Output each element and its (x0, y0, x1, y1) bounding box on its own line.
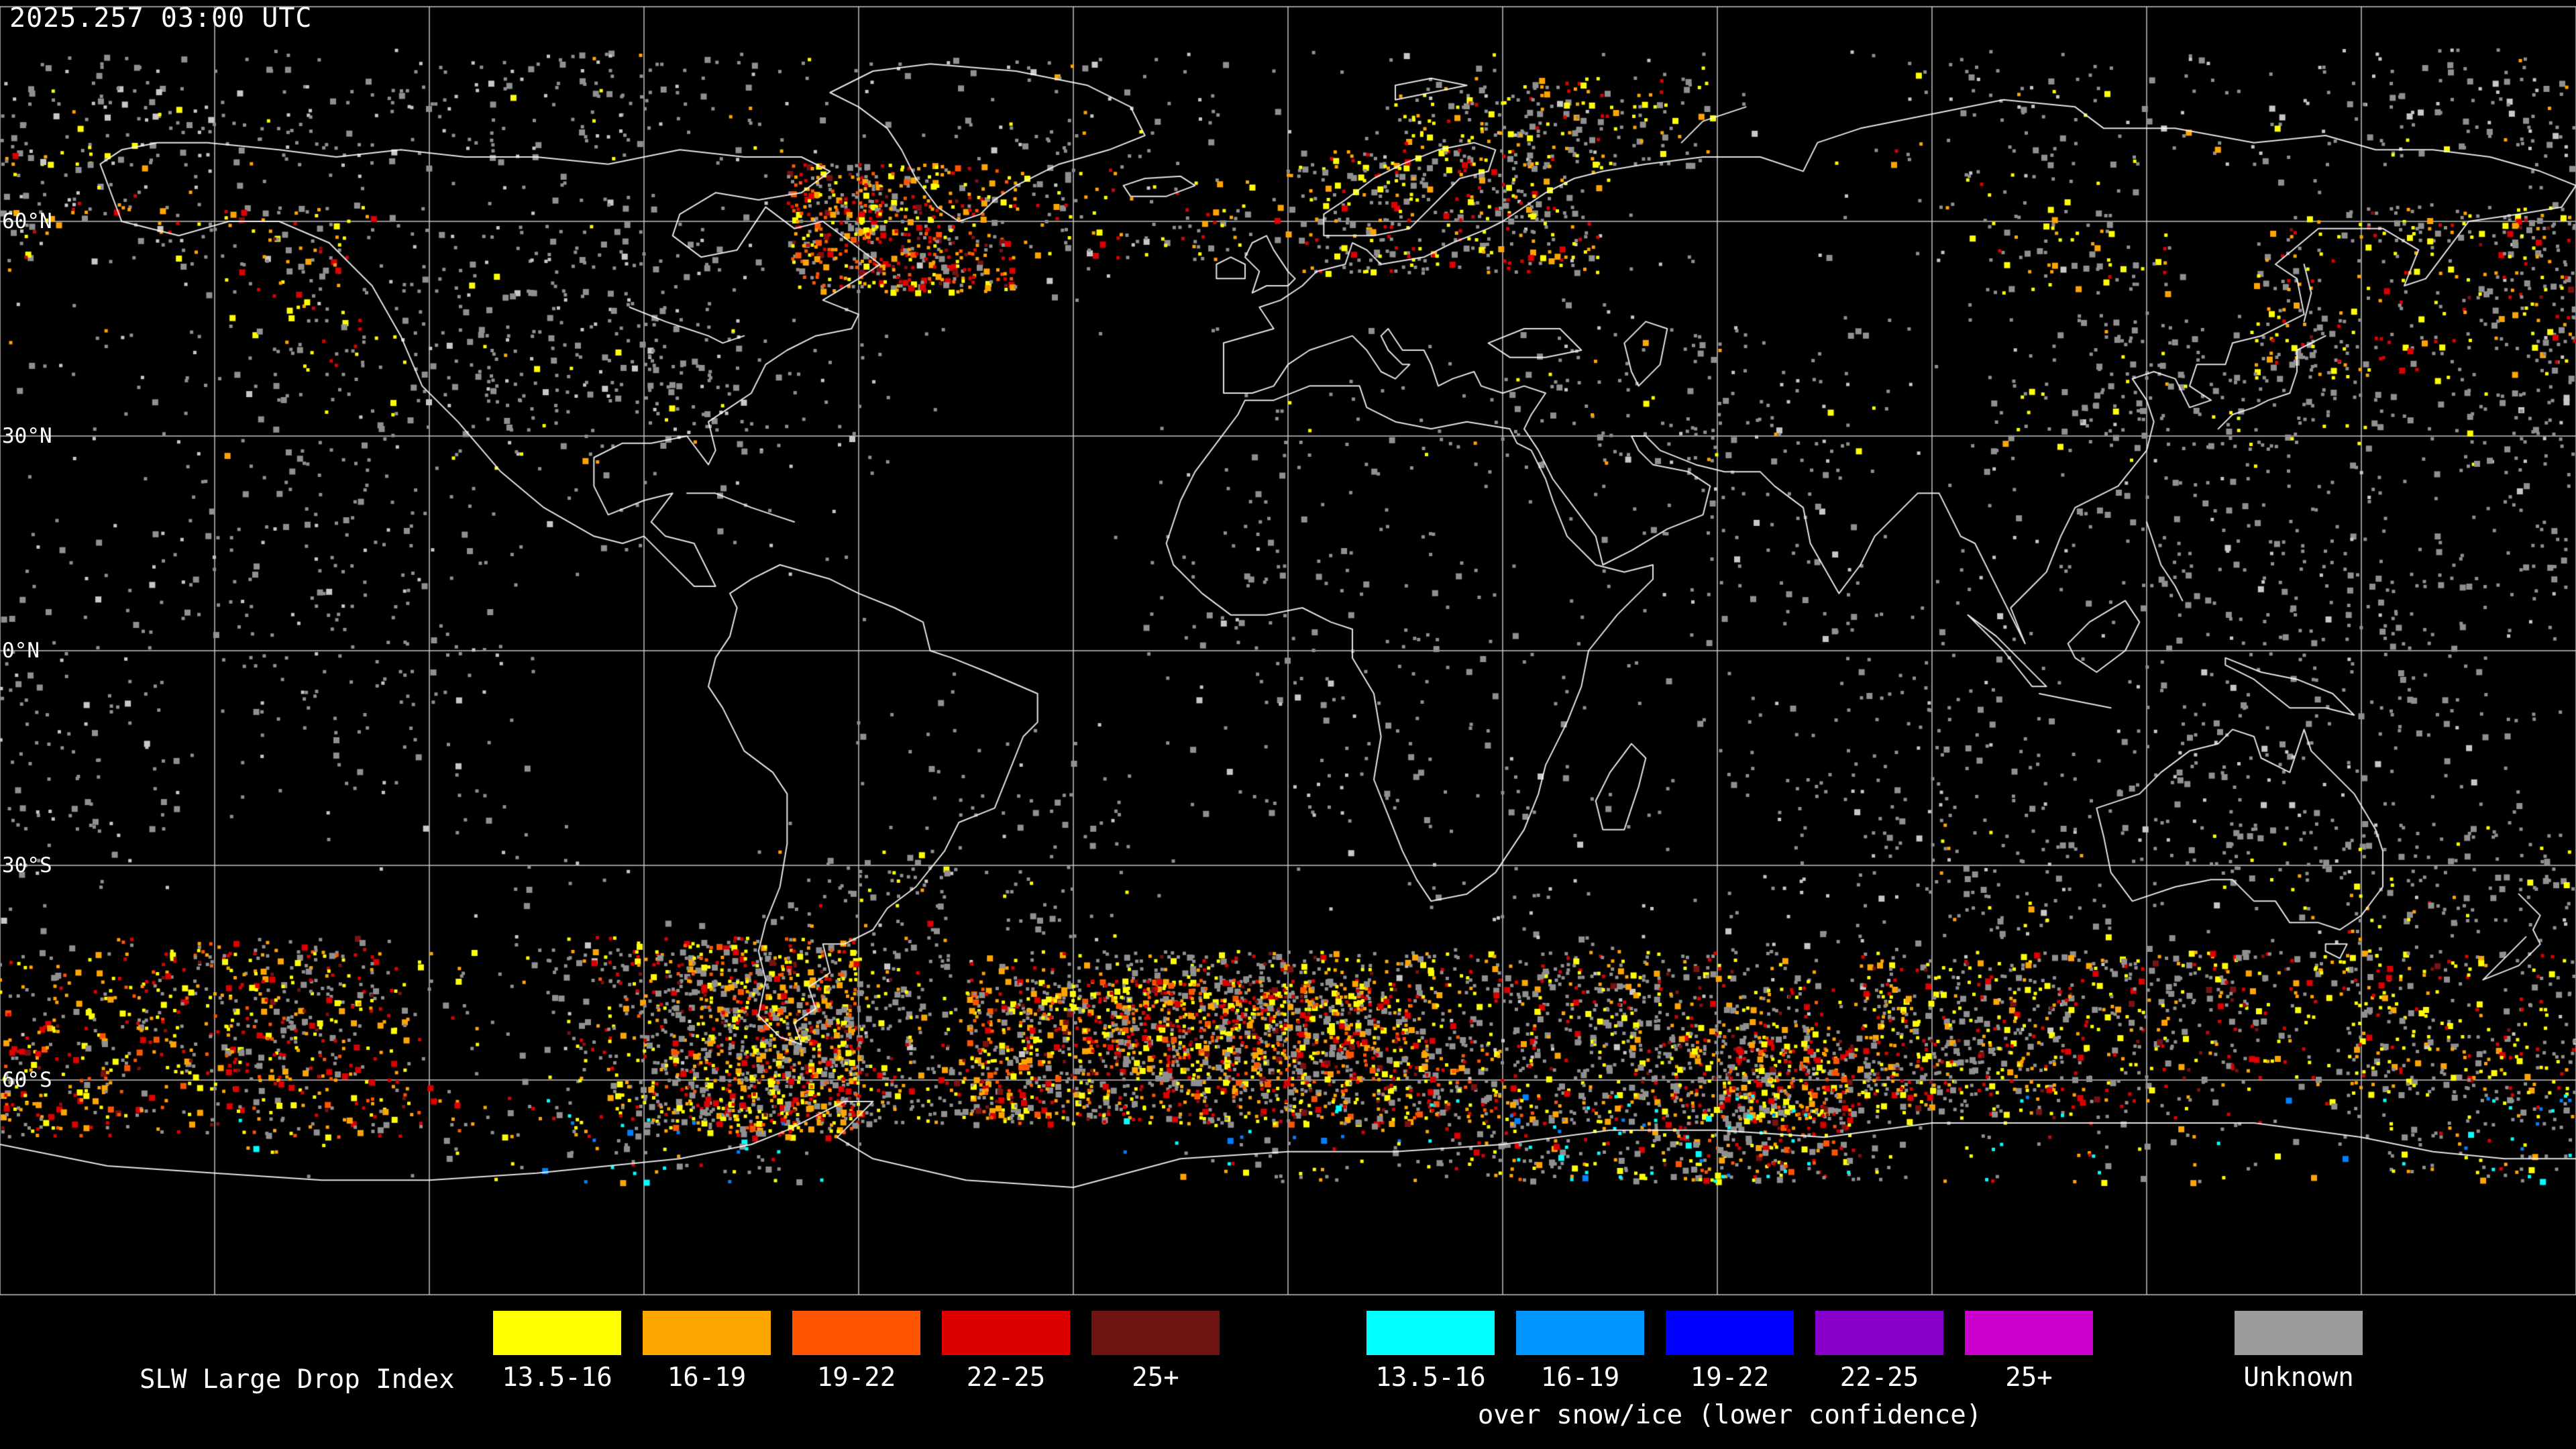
legend-range-label: 25+ (1132, 1362, 1179, 1393)
legend-color-swatch (1366, 1311, 1495, 1355)
legend-item: 25+ (1091, 1311, 1220, 1391)
map-canvas (0, 0, 2576, 1298)
legend-title: SLW Large Drop Index (140, 1364, 455, 1395)
legend-range-label: 16-19 (1540, 1362, 1620, 1393)
legend-item: 25+ (1965, 1311, 2093, 1391)
legend-item: 19-22 (1666, 1311, 1794, 1391)
legend-color-swatch (2235, 1311, 2363, 1355)
legend-item: 13.5-16 (493, 1311, 621, 1391)
legend-item: 19-22 (792, 1311, 920, 1391)
legend-range-label: 25+ (2005, 1362, 2053, 1393)
legend-item: 22-25 (1815, 1311, 1943, 1391)
legend-color-swatch (1965, 1311, 2093, 1355)
legend-color-swatch (792, 1311, 920, 1355)
legend-color-swatch (1815, 1311, 1943, 1355)
legend-group-unknown: Unknown (2235, 1311, 2363, 1391)
legend-item: Unknown (2235, 1311, 2363, 1391)
legend-range-label: 19-22 (816, 1362, 896, 1393)
legend-range-label: 13.5-16 (1375, 1362, 1486, 1393)
legend-color-swatch (942, 1311, 1070, 1355)
legend-range-label: 22-25 (1839, 1362, 1919, 1393)
legend-group-snow-ice-items: 13.5-16 16-19 19-22 22-25 25+ (1366, 1311, 2093, 1391)
legend-color-swatch (1516, 1311, 1644, 1355)
legend-range-label: 16-19 (667, 1362, 747, 1393)
legend-color-swatch (1091, 1311, 1220, 1355)
legend-color-swatch (643, 1311, 771, 1355)
legend-item: 13.5-16 (1366, 1311, 1495, 1391)
legend-color-swatch (493, 1311, 621, 1355)
legend-item: 22-25 (942, 1311, 1070, 1391)
legend-group-snow-ice: 13.5-16 16-19 19-22 22-25 25+ over snow/ice … (1366, 1311, 2093, 1430)
legend-range-label: 22-25 (966, 1362, 1046, 1393)
legend-range-label: Unknown (2243, 1362, 2354, 1393)
legend-item: 16-19 (643, 1311, 771, 1391)
legend-color-swatch (1666, 1311, 1794, 1355)
legend-range-label: 13.5-16 (502, 1362, 612, 1393)
legend-snow-ice-subtitle: over snow/ice (lower confidence) (1477, 1400, 1982, 1430)
timestamp: 2025.257 03:00 UTC (9, 3, 313, 34)
legend-range-label: 19-22 (1690, 1362, 1770, 1393)
legend-group-slw: 13.5-16 16-19 19-22 22-25 25+ (493, 1311, 1220, 1391)
legend-item: 16-19 (1516, 1311, 1644, 1391)
world-map: 2025.257 03:00 UTC 60°N 30°N 0°N 30°S 60°S (0, 0, 2576, 1298)
legend: SLW Large Drop Index 13.5-16 16-19 19-22 22… (0, 1298, 2576, 1449)
